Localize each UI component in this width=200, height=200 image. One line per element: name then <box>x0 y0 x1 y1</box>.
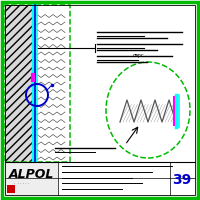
Bar <box>170 162 195 195</box>
Bar <box>5 5 70 162</box>
Text: ·  · · · · ·: · · · · · · <box>14 182 30 186</box>
Bar <box>5 5 33 162</box>
Bar <box>7 185 15 193</box>
Text: ompr: ompr <box>132 53 144 58</box>
Text: ALPOL: ALPOL <box>8 168 54 182</box>
Text: 39: 39 <box>172 173 192 187</box>
Bar <box>5 162 58 195</box>
